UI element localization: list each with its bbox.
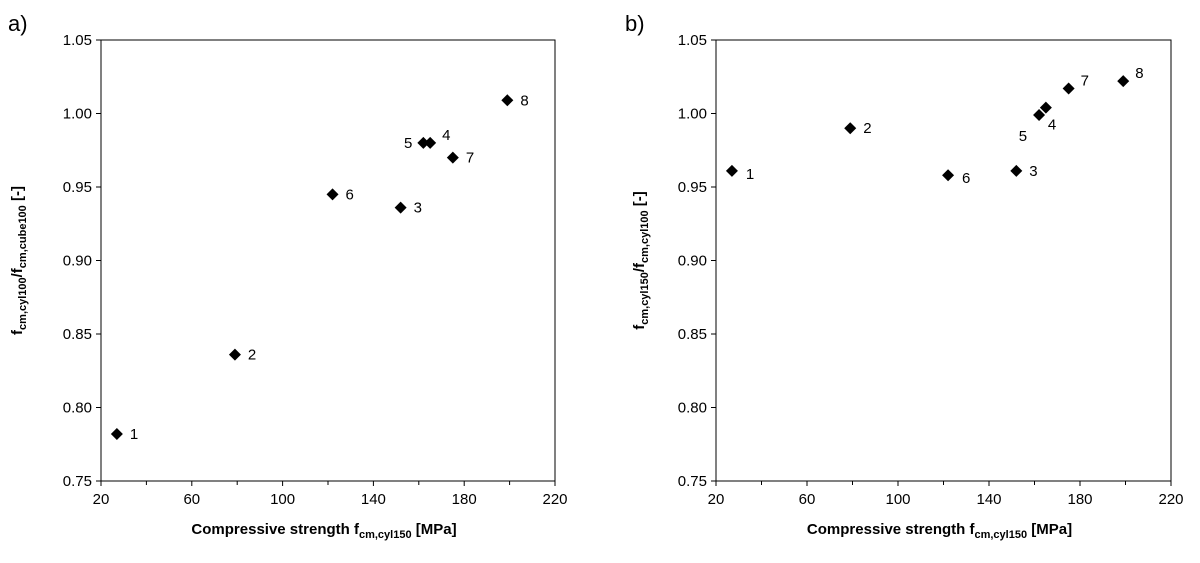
data-point-b-8	[1117, 75, 1130, 88]
scatter-chart-a: a) 20 60 100 140 180 220 0.75 0.80 0.85 0.90 0.95 1.…	[8, 11, 568, 541]
data-label-b-1: 1	[746, 166, 754, 183]
panel-label-b: b)	[625, 11, 645, 36]
data-label-a-7: 7	[466, 150, 474, 167]
x-tick-label-b: 220	[1158, 491, 1183, 508]
x-tick-label-a: 100	[270, 491, 295, 508]
data-point-b-7	[1062, 82, 1075, 95]
y-tick-label-b: 1.05	[678, 32, 707, 49]
data-point-b-5	[1033, 108, 1046, 121]
data-label-b-8: 8	[1135, 65, 1143, 82]
x-tick-label-b: 140	[976, 491, 1001, 508]
y-axis-title-b: fcm,cyl150/fcm,cyl100 [-]	[631, 191, 651, 330]
data-label-a-3: 3	[414, 200, 422, 217]
plot-frame-b	[715, 39, 1172, 482]
y-tick-label-a: 0.75	[63, 473, 92, 490]
data-label-a-8: 8	[520, 92, 528, 109]
x-tick-label-b: 100	[885, 491, 910, 508]
y-tick-label-a: 1.00	[63, 106, 92, 123]
data-point-a-8	[501, 94, 514, 107]
data-point-a-1	[110, 427, 123, 440]
data-label-b-5: 5	[1019, 128, 1027, 145]
x-tick-label-a: 60	[183, 491, 200, 508]
data-label-b-4: 4	[1048, 117, 1056, 134]
data-point-b-2	[844, 122, 857, 135]
y-tick-label-b: 0.95	[678, 179, 707, 196]
data-label-b-7: 7	[1081, 73, 1089, 90]
data-label-b-2: 2	[863, 120, 871, 137]
y-tick-label-b: 0.85	[678, 326, 707, 343]
x-tick-label-a: 20	[93, 491, 110, 508]
y-tick-label-a: 0.85	[63, 326, 92, 343]
x-tick-label-a: 180	[452, 491, 477, 508]
data-point-a-4	[424, 136, 437, 149]
data-label-a-5: 5	[404, 135, 412, 152]
data-label-a-4: 4	[442, 127, 450, 144]
data-label-b-6: 6	[962, 170, 970, 187]
y-tick-label-a: 1.05	[63, 32, 92, 49]
x-tick-label-a: 220	[542, 491, 567, 508]
data-point-b-1	[725, 164, 738, 177]
data-point-b-3	[1010, 164, 1023, 177]
data-point-a-3	[394, 201, 407, 214]
x-axis-title-b: Compressive strength fcm,cyl150 [MPa]	[807, 521, 1072, 541]
data-label-b-3: 3	[1029, 163, 1037, 180]
data-point-a-5	[417, 136, 430, 149]
data-point-a-6	[326, 188, 339, 201]
data-point-a-2	[228, 348, 241, 361]
y-tick-label-b: 0.75	[678, 473, 707, 490]
x-tick-label-b: 20	[708, 491, 725, 508]
x-tick-label-a: 140	[361, 491, 386, 508]
data-label-a-2: 2	[248, 347, 256, 364]
y-tick-label-a: 0.90	[63, 253, 92, 270]
panel-label-a: a)	[8, 11, 28, 36]
x-axis-title-a: Compressive strength fcm,cyl150 [MPa]	[191, 521, 456, 541]
chart-panel-a: a) 20 60 100 140 180 220 0.75 0.80 0.85 0.90 0.95 1.…	[8, 11, 568, 541]
data-point-b-4	[1039, 101, 1052, 114]
y-tick-label-b: 1.00	[678, 106, 707, 123]
data-label-a-6: 6	[346, 186, 354, 203]
data-point-b-6	[942, 169, 955, 182]
data-point-a-7	[446, 151, 459, 164]
y-tick-label-a: 0.80	[63, 400, 92, 417]
y-tick-label-a: 0.95	[63, 179, 92, 196]
y-axis-title-a: fcm,cyl100/fcm,cube100 [-]	[9, 186, 29, 335]
plot-frame-a	[100, 39, 556, 482]
x-tick-label-b: 60	[799, 491, 816, 508]
data-label-a-1: 1	[130, 426, 138, 443]
scatter-chart-b: b) 20 60 100 140 180 220 0.75 0.80 0.85 0.90 0.95 1.…	[625, 11, 1184, 541]
y-tick-label-b: 0.90	[678, 253, 707, 270]
chart-panel-b: b) 20 60 100 140 180 220 0.75 0.80 0.85 0.90 0.95 1.…	[600, 0, 1200, 563]
x-tick-label-b: 180	[1067, 491, 1092, 508]
y-tick-label-b: 0.80	[678, 400, 707, 417]
